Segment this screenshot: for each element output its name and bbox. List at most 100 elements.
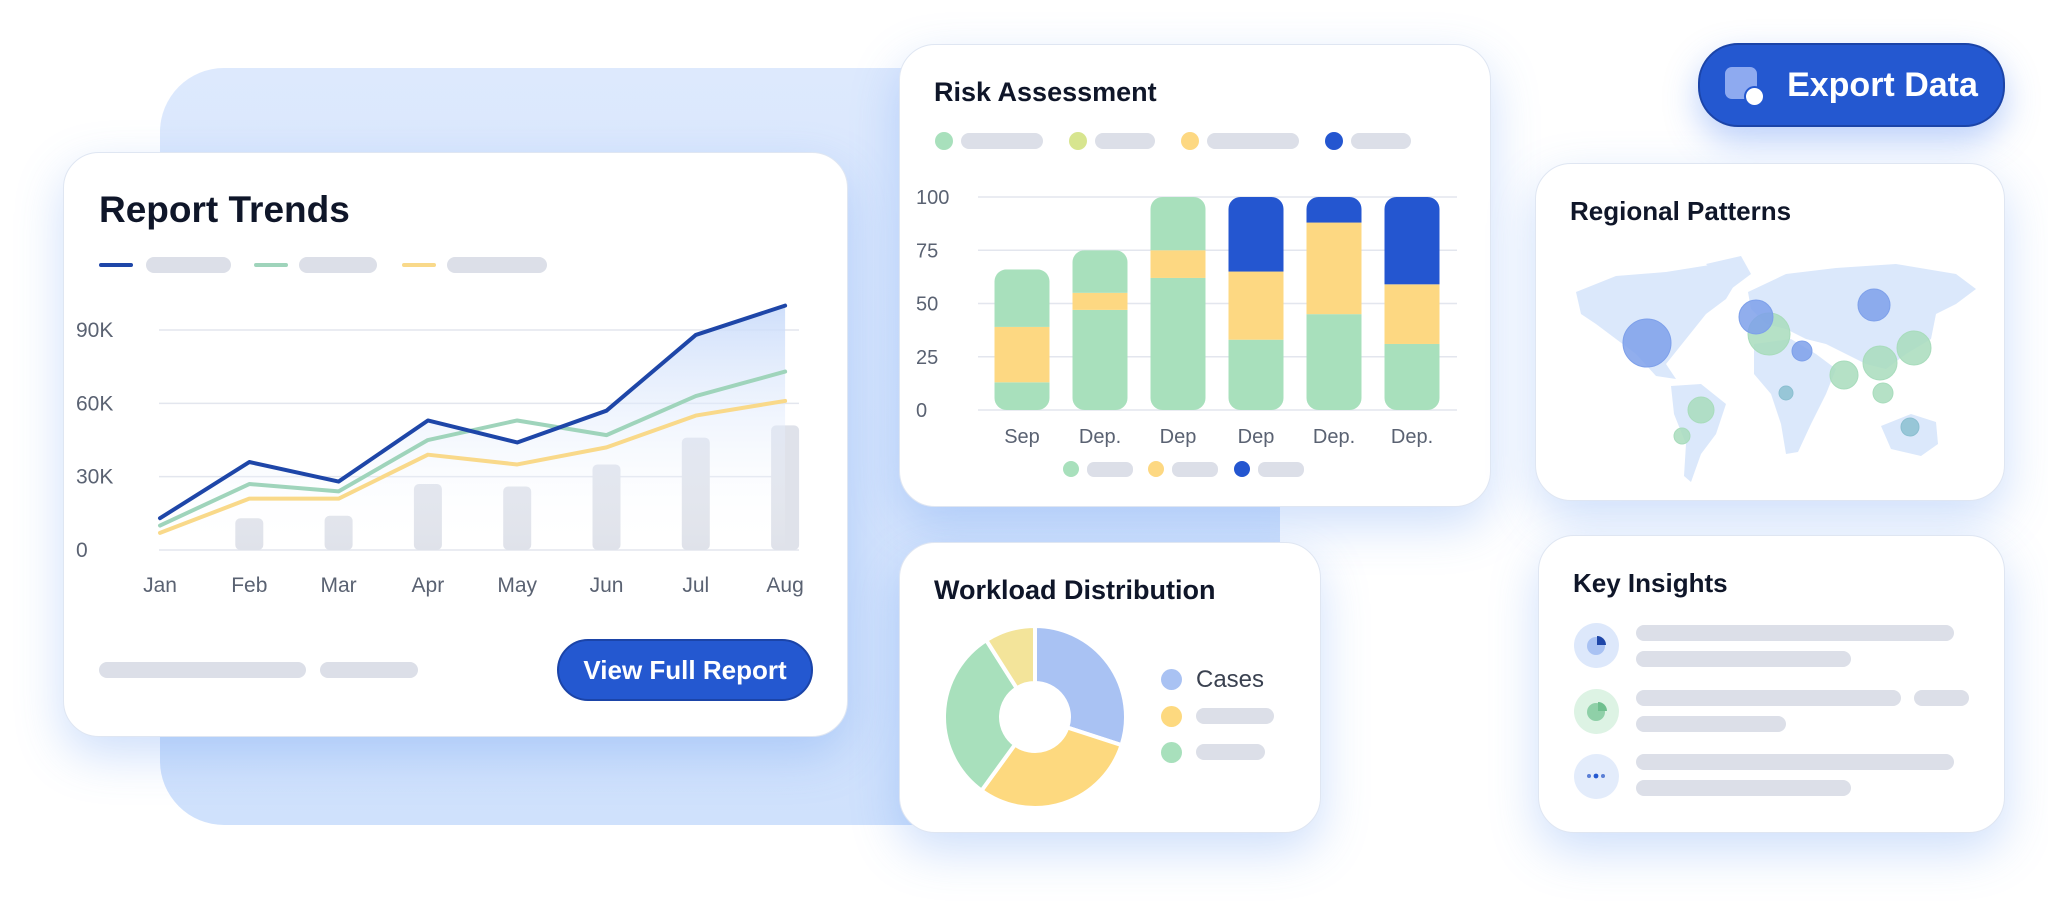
pie-chart-icon (1574, 623, 1619, 668)
bar-segment (1306, 314, 1362, 410)
insight-text-placeholder (1636, 716, 1786, 732)
legend-label-placeholder (1172, 462, 1218, 477)
x-tick-label: Dep (1160, 426, 1197, 448)
y-tick-label: 100 (916, 187, 949, 209)
report-trends-card: Report Trends 0 30K 60K 90K Jan Feb Mar Apr May J… (63, 152, 848, 737)
series-line (158, 303, 788, 521)
stacked-bar (1384, 197, 1440, 410)
map-bubble (1738, 299, 1774, 335)
x-tick-label: Sep (1004, 426, 1040, 448)
stacked-bar (1228, 197, 1284, 410)
legend-label-placeholder (1087, 462, 1133, 477)
map-bubble (1622, 318, 1672, 368)
bar-segment (1228, 197, 1284, 272)
legend-dot-green (1161, 742, 1182, 763)
export-icon (1725, 67, 1766, 107)
x-tick-label: Apr (412, 574, 445, 597)
y-tick-label: 30K (76, 466, 113, 489)
legend-label-placeholder (1207, 133, 1299, 149)
x-tick-label: Jul (682, 574, 709, 597)
y-tick-label: 25 (916, 347, 938, 369)
legend-line-green (254, 263, 288, 267)
bar-segment (994, 269, 1050, 327)
x-tick-label: Mar (321, 574, 357, 597)
bar-segment (1072, 250, 1128, 293)
legend-label-placeholder (447, 257, 547, 273)
bar-segment (1150, 197, 1206, 251)
regional-patterns-card: Regional Patterns (1535, 163, 2005, 501)
legend-label-placeholder (1095, 133, 1155, 149)
export-data-button[interactable]: Export Data (1698, 43, 2005, 127)
bar-segment (1384, 343, 1440, 410)
map-greenland (1706, 256, 1751, 289)
map-bubble (1687, 396, 1715, 424)
export-data-label: Export Data (1787, 65, 1978, 104)
key-insights-title: Key Insights (1573, 568, 1728, 598)
bar-segment (1384, 284, 1440, 344)
footer-placeholder (99, 662, 306, 678)
bar-segment (1072, 292, 1128, 310)
donut-slice (983, 623, 1037, 692)
x-tick-label: Feb (231, 574, 267, 597)
bar-segment (1306, 222, 1362, 315)
legend-label-placeholder (146, 257, 231, 273)
legend-dot (935, 132, 953, 150)
map-bubble (1896, 330, 1932, 366)
legend-dot-yellow (1161, 706, 1182, 727)
workload-distribution-title: Workload Distribution (934, 575, 1216, 605)
stacked-bar (1150, 197, 1206, 410)
world-map (1576, 256, 1976, 482)
map-bubble (1791, 340, 1813, 362)
bar-segment (1228, 271, 1284, 340)
legend-label-placeholder (961, 133, 1043, 149)
x-tick-label: May (497, 574, 537, 597)
x-tick-label: Aug (766, 574, 803, 597)
legend-label-placeholder (1196, 708, 1274, 724)
insight-text-placeholder (1636, 780, 1851, 796)
y-tick-label: 50 (916, 294, 938, 316)
bar-segment (994, 382, 1050, 410)
series-line (158, 398, 788, 535)
legend-line-blue (99, 263, 133, 267)
bar-segment (1150, 277, 1206, 410)
map-bubble (1673, 427, 1691, 445)
bar-segment (1072, 309, 1128, 410)
map-bubble (1778, 385, 1794, 401)
bar-segment (994, 326, 1050, 383)
area-fill (160, 305, 786, 550)
map-bubble (1900, 417, 1920, 437)
risk-assessment-chart: 0 25 50 75 100 Sep Dep. Dep Dep Dep. Dep. (916, 132, 1457, 477)
insight-text-placeholder (1636, 754, 1954, 770)
stacked-bar (1306, 197, 1362, 410)
risk-assessment-card: Risk Assessment 0 25 50 75 100 Sep Dep. Dep Dep D… (899, 44, 1491, 507)
insight-text-placeholder (1636, 690, 1901, 706)
legend-dot (1063, 461, 1079, 477)
legend-label-cases: Cases (1196, 666, 1265, 693)
y-tick-label: 60K (76, 392, 113, 415)
x-tick-label: Dep. (1079, 426, 1121, 448)
y-tick-label: 75 (916, 240, 938, 262)
map-bubble (1829, 360, 1859, 390)
view-full-report-button[interactable]: View Full Report (557, 639, 813, 701)
report-trends-chart: 0 30K 60K 90K Jan Feb Mar Apr May Jun Jul Aug (76, 303, 804, 597)
insight-text-placeholder (1914, 690, 1969, 706)
legend-dot-cases (1161, 669, 1182, 690)
report-trends-title: Report Trends (99, 189, 350, 230)
legend-label-placeholder (1351, 133, 1411, 149)
workload-distribution-card: Workload Distribution Cases (899, 542, 1321, 833)
x-tick-label: Dep. (1391, 426, 1433, 448)
map-bubble (1862, 345, 1898, 381)
stacked-bar (994, 269, 1050, 410)
workload-donut-chart (942, 623, 1128, 810)
donut-slice (942, 637, 1020, 794)
y-tick-label: 90K (76, 319, 113, 342)
footer-placeholder (320, 662, 418, 678)
bar-segment (1228, 339, 1284, 410)
map-africa (1754, 339, 1836, 454)
bar-segment (1150, 250, 1206, 278)
legend-dot (1148, 461, 1164, 477)
legend-label-placeholder (1258, 462, 1304, 477)
y-tick-label: 0 (916, 400, 927, 422)
legend-dot (1069, 132, 1087, 150)
more-dots-icon (1574, 754, 1619, 799)
